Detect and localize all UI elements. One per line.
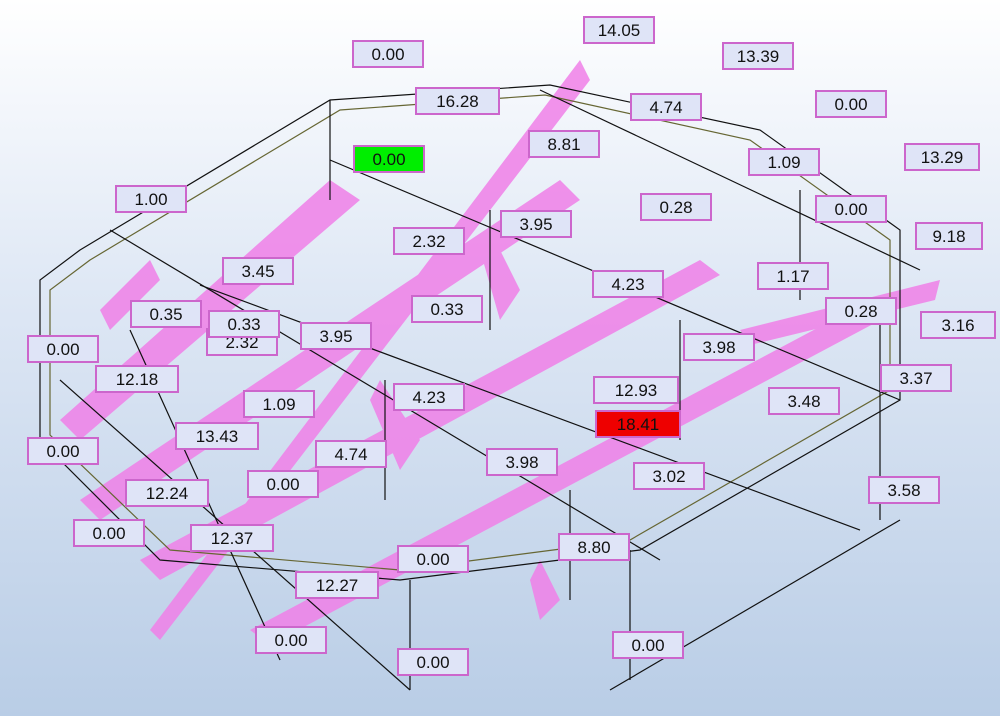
value-label: 0.00: [27, 437, 99, 465]
value-label: 12.37: [190, 524, 274, 552]
value-label: 3.95: [300, 322, 372, 350]
value-label: 0.00: [255, 626, 327, 654]
value-label: 2.32: [393, 227, 465, 255]
value-label: 0.00: [247, 470, 319, 498]
value-label: 3.02: [633, 462, 705, 490]
value-label: 13.43: [175, 422, 259, 450]
value-label: 3.48: [768, 387, 840, 415]
value-label: 4.23: [592, 270, 664, 298]
value-label: 12.18: [95, 365, 179, 393]
value-label: 1.09: [748, 148, 820, 176]
value-label: 3.98: [683, 333, 755, 361]
value-label: 12.93: [593, 376, 679, 404]
value-label: 14.05: [583, 16, 655, 44]
value-label: 0.00: [397, 545, 469, 573]
value-label: 3.16: [920, 311, 996, 339]
value-label: 0.33: [411, 295, 483, 323]
value-label: 3.98: [486, 448, 558, 476]
value-label: 3.37: [880, 364, 952, 392]
value-label: 16.28: [415, 87, 500, 115]
value-label: 1.00: [115, 185, 187, 213]
value-label: 0.00: [815, 195, 887, 223]
value-label: 0.00: [73, 519, 145, 547]
value-label: 0.33: [208, 310, 280, 338]
value-label: 0.00: [27, 335, 99, 363]
value-label: 13.29: [904, 143, 980, 171]
value-label: 3.95: [500, 210, 572, 238]
value-label: 1.09: [243, 390, 315, 418]
value-label: 13.39: [722, 42, 794, 70]
value-label: 3.58: [868, 476, 940, 504]
value-label: 9.18: [915, 222, 983, 250]
value-label: 18.41: [595, 410, 681, 438]
value-label: 0.00: [352, 40, 424, 68]
value-label: 0.28: [825, 297, 897, 325]
value-label: 8.80: [558, 533, 630, 561]
value-label: 3.45: [222, 257, 294, 285]
value-label: 0.00: [612, 631, 684, 659]
value-label: 8.81: [528, 130, 600, 158]
value-label: 4.74: [315, 440, 387, 468]
value-label: 12.27: [295, 571, 379, 599]
value-label: 0.00: [397, 648, 469, 676]
value-label: 1.17: [757, 262, 829, 290]
value-label: 0.35: [130, 300, 202, 328]
value-label: 0.28: [640, 193, 712, 221]
value-label: 4.74: [630, 93, 702, 121]
value-label: 0.00: [815, 90, 887, 118]
value-label: 0.00: [353, 145, 425, 173]
value-label: 12.24: [125, 479, 209, 507]
value-label: 4.23: [393, 383, 465, 411]
